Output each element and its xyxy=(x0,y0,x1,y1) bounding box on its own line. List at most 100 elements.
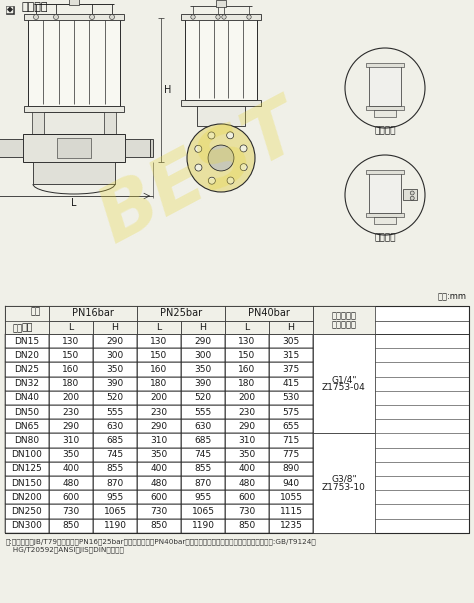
Bar xyxy=(313,334,375,348)
Bar xyxy=(137,321,181,334)
Bar xyxy=(137,306,225,321)
Bar xyxy=(49,306,137,321)
Bar xyxy=(69,0,79,5)
Bar xyxy=(313,391,375,405)
Text: 310: 310 xyxy=(63,436,80,445)
Text: 600: 600 xyxy=(150,493,168,502)
Bar xyxy=(49,504,93,519)
Bar xyxy=(93,321,137,334)
Bar xyxy=(313,519,375,533)
Text: 955: 955 xyxy=(194,493,211,502)
Text: 顶装手轮: 顶装手轮 xyxy=(374,126,396,135)
Bar xyxy=(49,490,93,504)
Text: L: L xyxy=(71,198,77,208)
Bar xyxy=(93,519,137,533)
Circle shape xyxy=(195,164,202,171)
Bar xyxy=(369,66,401,106)
Circle shape xyxy=(191,15,195,19)
Bar xyxy=(93,348,137,362)
Bar xyxy=(313,377,375,391)
Bar xyxy=(197,106,245,126)
Text: 150: 150 xyxy=(150,351,168,360)
Text: 890: 890 xyxy=(283,464,300,473)
Text: 160: 160 xyxy=(63,365,80,374)
Bar xyxy=(49,519,93,533)
Text: DN25: DN25 xyxy=(15,365,39,374)
Bar xyxy=(269,334,313,348)
Text: 480: 480 xyxy=(63,479,80,488)
Text: 530: 530 xyxy=(283,393,300,402)
Text: 1190: 1190 xyxy=(191,521,215,530)
Circle shape xyxy=(216,15,220,19)
Bar xyxy=(49,377,93,391)
Bar xyxy=(93,334,137,348)
Text: 730: 730 xyxy=(63,507,80,516)
Bar xyxy=(49,321,93,334)
Text: 电磁阀配置: 电磁阀配置 xyxy=(331,321,356,329)
Bar xyxy=(5,447,49,462)
Bar xyxy=(93,462,137,476)
Text: 350: 350 xyxy=(106,365,124,374)
Text: G3/8": G3/8" xyxy=(331,475,357,484)
Text: 730: 730 xyxy=(150,507,168,516)
Text: 655: 655 xyxy=(283,422,300,431)
Text: 230: 230 xyxy=(150,408,168,417)
Bar xyxy=(49,348,93,362)
Text: DN125: DN125 xyxy=(12,464,42,473)
Text: 230: 230 xyxy=(238,408,255,417)
Text: 855: 855 xyxy=(194,464,211,473)
Bar xyxy=(49,434,93,447)
Bar xyxy=(93,419,137,434)
Circle shape xyxy=(54,14,58,19)
Circle shape xyxy=(410,196,414,200)
Bar xyxy=(181,348,225,362)
Text: DN15: DN15 xyxy=(14,336,39,346)
Text: 300: 300 xyxy=(194,351,211,360)
Circle shape xyxy=(345,155,425,235)
Bar xyxy=(269,476,313,490)
Bar xyxy=(6,6,14,14)
Text: 855: 855 xyxy=(106,464,124,473)
Text: DN250: DN250 xyxy=(12,507,42,516)
Bar xyxy=(225,462,269,476)
Bar xyxy=(5,519,49,533)
Bar xyxy=(225,447,269,462)
Bar xyxy=(269,519,313,533)
Bar xyxy=(5,504,49,519)
Bar xyxy=(93,377,137,391)
Text: L: L xyxy=(156,323,162,332)
Bar xyxy=(181,334,225,348)
Text: 480: 480 xyxy=(238,479,255,488)
Bar xyxy=(5,334,49,348)
Bar xyxy=(225,504,269,519)
Text: 150: 150 xyxy=(238,351,255,360)
Bar xyxy=(0,139,23,157)
Text: H: H xyxy=(111,323,118,332)
Bar xyxy=(93,504,137,519)
Bar xyxy=(181,362,225,377)
Bar xyxy=(125,139,150,157)
Bar xyxy=(225,362,269,377)
Bar xyxy=(313,306,375,334)
Text: 310: 310 xyxy=(238,436,255,445)
Text: DN100: DN100 xyxy=(11,450,43,459)
Bar xyxy=(269,447,313,462)
Text: DN20: DN20 xyxy=(15,351,39,360)
Text: 305: 305 xyxy=(283,336,300,346)
Text: 350: 350 xyxy=(150,450,168,459)
Text: 415: 415 xyxy=(283,379,300,388)
Bar xyxy=(93,434,137,447)
Text: 350: 350 xyxy=(238,450,255,459)
Text: DN32: DN32 xyxy=(15,379,39,388)
Bar xyxy=(49,447,93,462)
Text: 180: 180 xyxy=(238,379,255,388)
Bar xyxy=(225,434,269,447)
Bar xyxy=(137,519,181,533)
Text: 1190: 1190 xyxy=(103,521,127,530)
Text: 685: 685 xyxy=(194,436,211,445)
Bar xyxy=(5,476,49,490)
Circle shape xyxy=(240,145,247,152)
Bar xyxy=(57,138,91,158)
Text: 390: 390 xyxy=(194,379,211,388)
Text: 390: 390 xyxy=(106,379,124,388)
